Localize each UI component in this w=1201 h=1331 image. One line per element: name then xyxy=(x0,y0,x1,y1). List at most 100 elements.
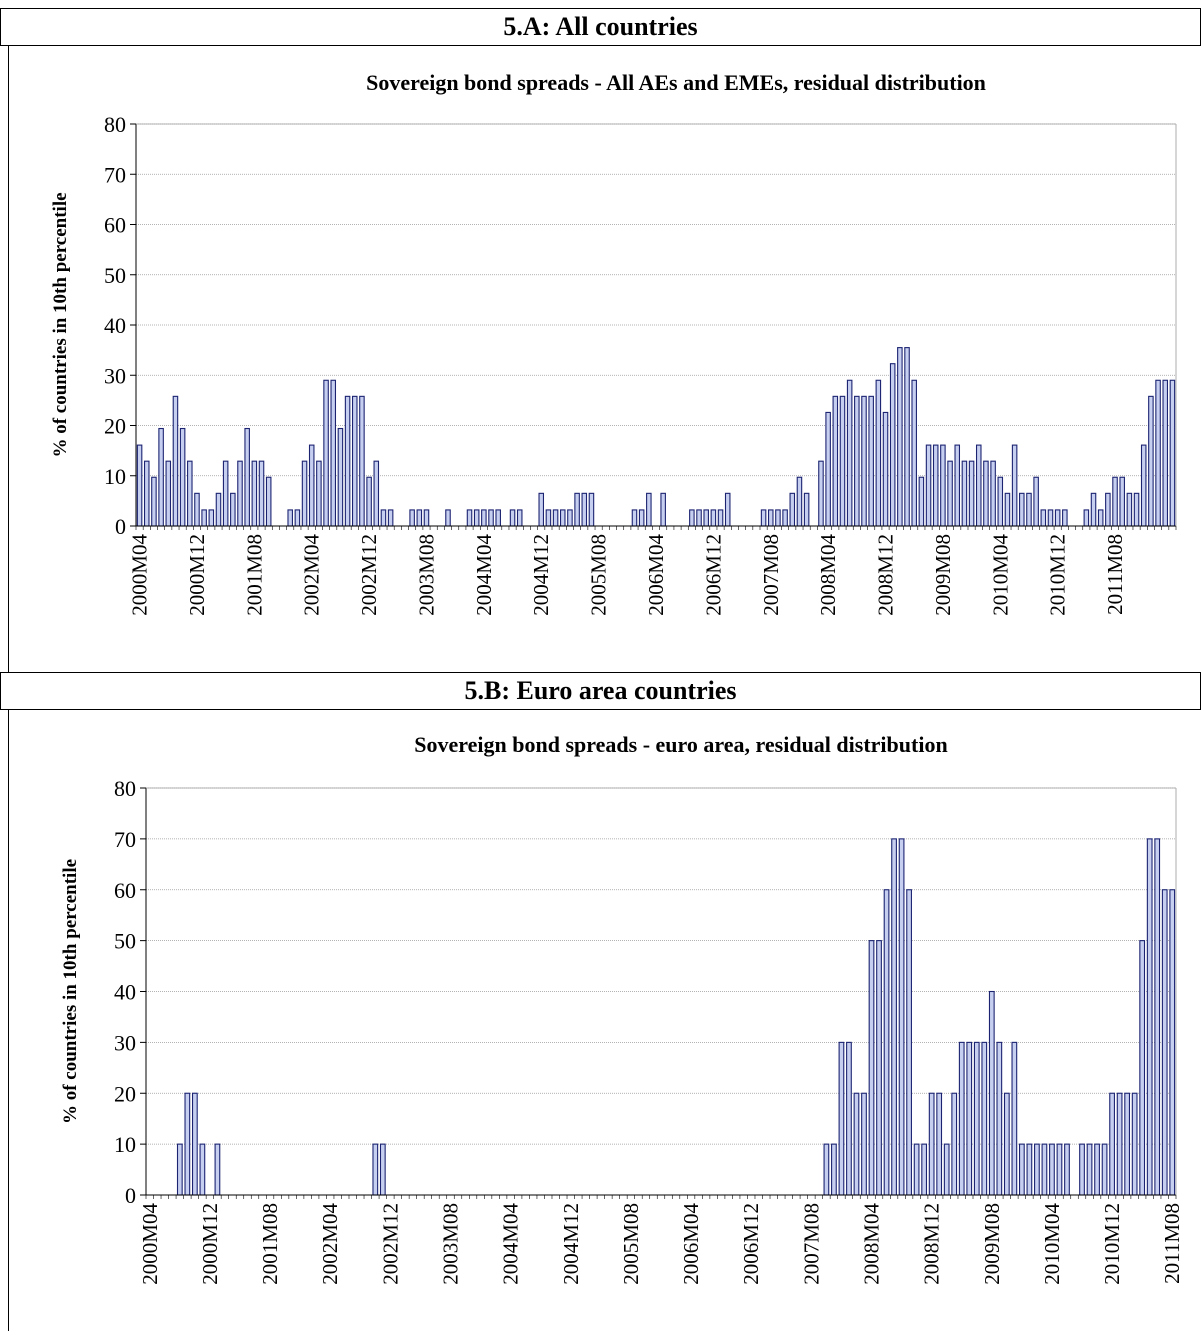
bar xyxy=(1026,492,1032,527)
bar xyxy=(380,509,387,527)
panel-a-header: 5.A: All countries xyxy=(0,8,1201,46)
bar xyxy=(1169,889,1176,1196)
bar xyxy=(199,1143,206,1196)
bar xyxy=(882,411,889,527)
bar xyxy=(1034,1143,1040,1196)
bar xyxy=(889,363,896,527)
x-tick-label: 2004M12 xyxy=(559,1203,583,1285)
bar xyxy=(1011,444,1018,527)
bar xyxy=(244,427,250,527)
bar xyxy=(230,492,236,527)
bar xyxy=(1146,838,1153,1196)
y-tick-label: 60 xyxy=(104,213,126,238)
bar xyxy=(823,1143,830,1196)
bar xyxy=(660,492,666,527)
bar xyxy=(646,492,652,527)
bar xyxy=(574,492,580,527)
bar xyxy=(846,379,853,527)
y-tick-label: 0 xyxy=(125,1183,136,1208)
bar xyxy=(854,395,860,527)
x-tick-label: 2002M04 xyxy=(318,1203,342,1285)
bar xyxy=(1033,476,1039,527)
bar xyxy=(839,395,846,527)
bar xyxy=(990,460,996,527)
bar xyxy=(1161,889,1168,1196)
y-tick-label: 40 xyxy=(114,980,136,1005)
bar xyxy=(552,509,559,527)
bar xyxy=(1116,1092,1123,1196)
bar xyxy=(760,509,767,527)
x-tick-label: 2007M08 xyxy=(799,1203,823,1285)
x-tick-label: 2006M12 xyxy=(739,1203,763,1285)
y-tick-label: 70 xyxy=(114,827,136,852)
bar xyxy=(581,492,588,527)
bar xyxy=(1049,1143,1055,1196)
bar xyxy=(1018,1143,1025,1196)
x-tick-label: 2010M12 xyxy=(1046,534,1070,616)
bar xyxy=(387,509,394,527)
bar xyxy=(1119,476,1125,527)
bar xyxy=(330,379,337,527)
bar xyxy=(301,460,308,527)
bar xyxy=(545,509,552,527)
bar xyxy=(638,509,645,527)
x-tick-label: 2000M12 xyxy=(185,534,209,616)
x-tick-label: 2000M04 xyxy=(128,534,152,616)
bar xyxy=(337,427,344,527)
bar xyxy=(516,509,523,527)
y-tick-label: 70 xyxy=(104,162,126,187)
bar xyxy=(473,509,480,527)
x-tick-label: 2005M08 xyxy=(587,534,611,616)
bar xyxy=(1079,1143,1085,1196)
bar xyxy=(191,1092,198,1196)
bar xyxy=(466,509,473,527)
chart-b: Sovereign bond spreads - euro area, resi… xyxy=(60,732,1184,1285)
bar xyxy=(136,444,143,527)
bar xyxy=(588,492,595,527)
panel-a-header-text: 5.A: All countries xyxy=(503,12,698,41)
bar xyxy=(488,509,494,527)
bar xyxy=(875,379,882,527)
bar xyxy=(868,940,875,1196)
bar xyxy=(351,395,358,527)
x-tick-label: 2000M04 xyxy=(138,1203,162,1285)
bar xyxy=(832,395,839,527)
bar xyxy=(1162,379,1169,527)
bar xyxy=(179,427,186,527)
x-tick-label: 2011M08 xyxy=(1103,534,1127,615)
bar xyxy=(176,1143,183,1196)
bar xyxy=(416,509,423,527)
x-tick-label: 2002M12 xyxy=(357,534,381,616)
bar xyxy=(1004,492,1011,527)
bar xyxy=(372,1143,379,1196)
bar xyxy=(1083,509,1090,527)
bar xyxy=(838,1041,845,1196)
bar xyxy=(1011,1041,1018,1196)
bar xyxy=(258,460,265,527)
bar xyxy=(689,509,695,527)
bar xyxy=(1026,1143,1033,1196)
bar xyxy=(184,1092,191,1196)
bar xyxy=(932,444,939,527)
bar xyxy=(287,509,293,527)
y-tick-label: 10 xyxy=(114,1132,136,1157)
bar xyxy=(344,395,351,527)
bar xyxy=(996,1041,1003,1196)
bar xyxy=(717,509,724,527)
bar xyxy=(208,509,215,527)
bar xyxy=(1139,940,1146,1196)
bar xyxy=(1086,1143,1093,1196)
bar xyxy=(151,476,157,527)
bar xyxy=(1003,1092,1010,1196)
bar xyxy=(913,1143,920,1196)
x-tick-label: 2004M04 xyxy=(472,534,496,616)
bar xyxy=(308,444,315,527)
bar xyxy=(1169,379,1176,527)
bar xyxy=(831,1143,837,1196)
bar xyxy=(323,379,329,527)
y-tick-label: 80 xyxy=(104,112,126,137)
y-tick-label: 50 xyxy=(114,929,136,954)
x-tick-label: 2001M08 xyxy=(242,534,266,616)
y-axis-label: % of countries in 10th percentile xyxy=(60,859,81,1124)
x-tick-label: 2010M12 xyxy=(1100,1203,1124,1285)
